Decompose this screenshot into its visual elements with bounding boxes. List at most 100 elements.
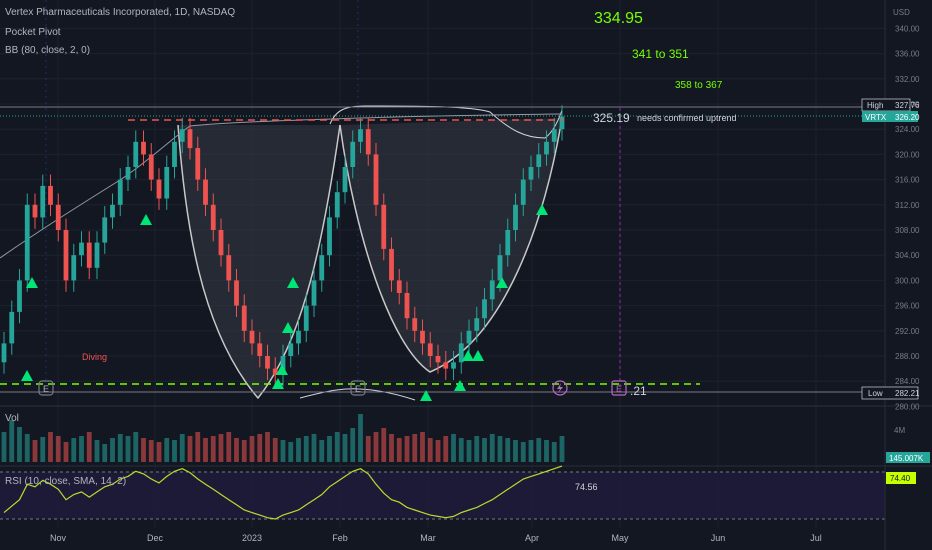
price-tick-label: 340.00 — [895, 24, 920, 33]
candle-body — [420, 330, 425, 344]
candle-body — [32, 204, 38, 218]
volume-bar — [520, 442, 526, 462]
earnings-event-icon[interactable] — [38, 380, 54, 396]
time-tick-label: 2023 — [242, 533, 262, 543]
volume-label[interactable]: Vol — [5, 413, 19, 424]
candle-body — [102, 217, 108, 243]
rsi-badge — [886, 472, 916, 484]
volume-bar — [389, 434, 394, 462]
pocket-pivot-markers — [21, 204, 548, 401]
candle-body — [187, 129, 193, 149]
indicator-pocket-pivot[interactable]: Pocket Pivot — [5, 27, 61, 38]
candle-body — [451, 362, 456, 369]
pocket-pivot-marker — [454, 380, 466, 391]
volume-bar — [303, 436, 309, 462]
volume-bar — [24, 434, 30, 462]
time-tick-label: Apr — [525, 533, 539, 543]
volume-bar — [172, 440, 177, 462]
earnings-future-icon[interactable] — [611, 380, 627, 396]
volume-bar — [296, 438, 301, 462]
price-tick-label: 300.00 — [895, 276, 920, 285]
volume-bar — [86, 432, 92, 462]
price-tick-label: 280.00 — [895, 402, 920, 411]
candle-body — [117, 179, 123, 205]
price-tick-label: 284.00 — [895, 377, 920, 386]
rsi-value-label: 74.56 — [575, 482, 598, 492]
candle-body — [94, 242, 100, 268]
volume-bar — [497, 436, 503, 462]
candle-body — [389, 248, 394, 281]
candle-body — [435, 356, 441, 363]
earnings-event-icon[interactable] — [350, 380, 366, 396]
volume-bar — [420, 432, 425, 462]
volume-bar — [474, 436, 480, 462]
price-tick-label: 336.00 — [895, 50, 920, 59]
candle-body — [125, 167, 131, 180]
diving-label: Diving — [82, 352, 108, 362]
volume-bar — [350, 428, 356, 462]
pocket-pivot-marker — [536, 204, 548, 215]
candle-body — [203, 179, 208, 205]
candle-body — [489, 280, 495, 300]
candles — [1, 105, 565, 387]
candle-body — [110, 204, 115, 218]
price-tick-label: 308.00 — [895, 226, 920, 235]
volume-bar — [203, 438, 208, 462]
candle-body — [373, 154, 379, 205]
candle-body — [141, 141, 146, 155]
price-tick-label: 316.00 — [895, 176, 920, 185]
candle-body — [195, 148, 201, 180]
volume-bar — [9, 420, 15, 462]
cup-right-fill — [340, 118, 562, 372]
volume-bar — [443, 436, 449, 462]
volume-bar — [327, 436, 332, 462]
candle-body — [172, 141, 177, 167]
volume-bar — [311, 434, 317, 462]
pocket-pivot-marker — [496, 277, 508, 288]
volume-bar — [71, 438, 77, 462]
neckline-note-label: needs confirmed uptrend — [637, 113, 737, 123]
earnings-future-letter: E — [616, 384, 622, 394]
volume-bar — [148, 440, 154, 462]
high-badge-value: 327.76 — [895, 101, 920, 110]
volume-bar — [234, 438, 239, 462]
candle-body — [365, 129, 371, 155]
currency-label: USD — [893, 8, 910, 17]
candle-body — [24, 204, 30, 281]
earnings-event-letter: E — [355, 384, 361, 394]
volume-bar — [164, 438, 170, 462]
volume-bar — [257, 434, 263, 462]
volume-bar — [319, 440, 325, 462]
candle-body — [249, 330, 255, 344]
rsi-label[interactable]: RSI (10, close, SMA, 14, 2) — [5, 476, 127, 487]
volume-badge — [886, 452, 930, 463]
pocket-pivot-marker — [287, 277, 299, 288]
candle-body — [133, 141, 139, 167]
symbol-badge — [862, 111, 918, 122]
candle-body — [458, 343, 464, 363]
candle-body — [265, 356, 270, 369]
candle-body — [9, 311, 15, 344]
price-tick-label: 292.00 — [895, 327, 920, 336]
candle-body — [404, 293, 410, 319]
pocket-pivot-marker — [272, 378, 284, 389]
volume-bar — [249, 436, 255, 462]
dividend-icon[interactable] — [552, 380, 568, 396]
candle-body — [86, 242, 92, 268]
symbol-badge-label: VRTX — [865, 113, 887, 122]
time-tick-label: Nov — [50, 533, 67, 543]
price-axis[interactable]: 340.00336.00332.00328.00324.00320.00316.… — [895, 24, 920, 411]
volume-bar — [48, 432, 53, 462]
indicator-bollinger[interactable]: BB (80, close, 2, 0) — [5, 45, 91, 56]
volume-bar — [226, 432, 232, 462]
volume-bar — [342, 434, 348, 462]
candle-body — [466, 330, 472, 344]
volume-bar — [63, 442, 69, 462]
candle-body — [40, 185, 46, 218]
candle-body — [536, 154, 542, 167]
time-tick-label: Jun — [711, 533, 726, 543]
volume-bar — [210, 436, 216, 462]
volume-bar — [179, 434, 185, 462]
